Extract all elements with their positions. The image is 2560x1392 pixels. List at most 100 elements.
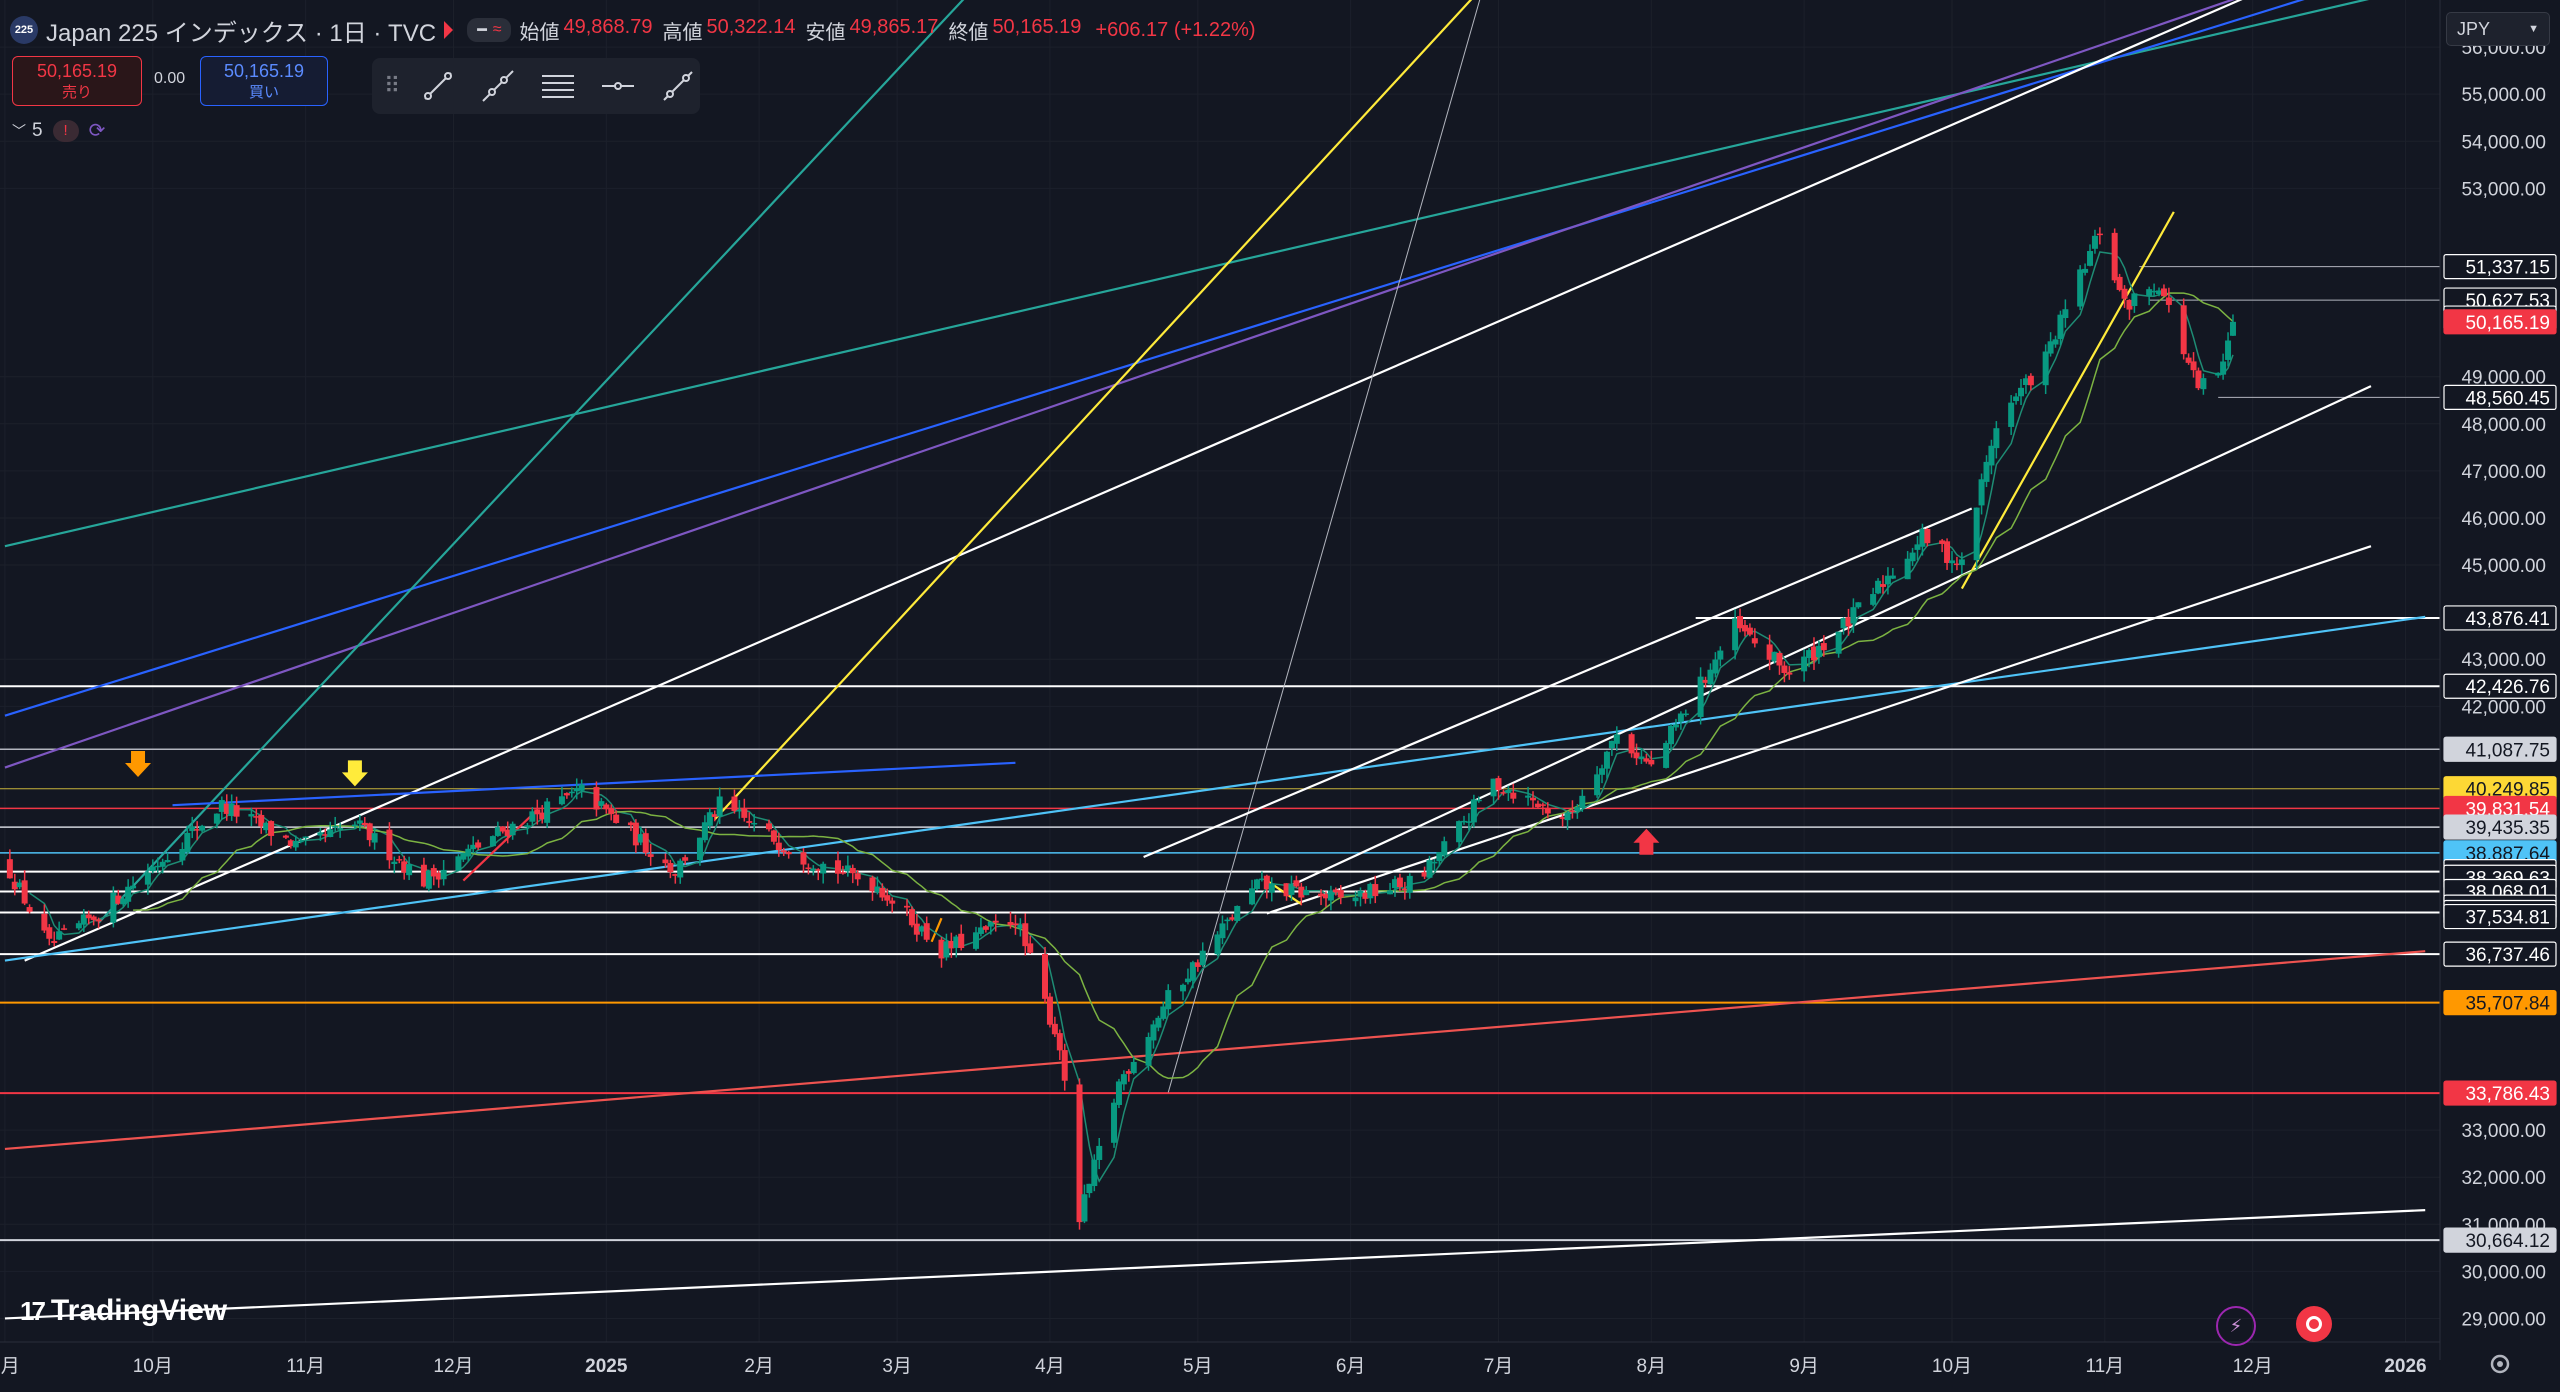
currency-select[interactable]: JPY ▼ [2446,12,2550,46]
candle-body [1076,1084,1083,1223]
buy-button[interactable]: 50,165.19 買い [200,56,328,106]
candle-body [1115,1081,1122,1105]
trend-line [4,950,2426,1151]
time-tick-label: 6月 [1336,1356,1366,1377]
candle-body [1253,879,1260,889]
time-axis[interactable]: 9月 10月 11月 12月 2025 2月 3月 4月 5月 6月 7月 8月 9月 10月 11月 12月… [0,1356,2427,1377]
candle-body [1574,807,1581,812]
candle-body [1953,563,1960,566]
candle-body [1648,759,1655,765]
time-tick-label: 8月 [1637,1356,1667,1377]
status-pill[interactable]: ━ ≈ [467,18,512,42]
candle-body [1766,644,1773,660]
price-label: 40,249.85 [2465,780,2550,801]
candle-body [263,822,270,831]
candle-body [494,827,501,836]
alert-icon[interactable]: ! [52,119,79,142]
trend-line [1143,507,1973,859]
candle-body [228,803,235,817]
candle-body [953,936,960,948]
candle-body [1608,740,1615,749]
lightning-button[interactable]: ⚡ [2216,1306,2256,1346]
candle-body [770,830,777,842]
candle-body [1051,1023,1058,1035]
tradingview-logo[interactable]: 17 TradingView [20,1294,227,1328]
candle-body [524,825,531,828]
candle-body [6,859,13,879]
candle-body [1318,893,1325,897]
candle-body [1017,924,1024,929]
candle-body [1145,1036,1152,1066]
horizontal-line-icon[interactable] [598,66,638,106]
buy-price: 50,165.19 [223,61,305,81]
price-change: +606.17 (+1.22%) [1095,18,1256,41]
candle-body [2077,269,2084,307]
candle-body [948,940,955,949]
candle-body [366,823,373,841]
record-button[interactable] [2296,1306,2332,1342]
ohlc-label: 終値 [948,21,989,44]
candle-body [815,869,822,871]
lightning-icon: ⚡ [2216,1306,2256,1346]
candle-body [1441,841,1448,856]
candle-body [371,833,378,843]
candle-body [2126,299,2133,310]
price-label: 48,560.45 [2465,388,2550,409]
symbol-badge[interactable]: 225 [10,16,38,44]
settings-gear-icon[interactable] [2490,1354,2510,1374]
price-axis[interactable]: 29,000.0030,000.0031,000.0032,000.0033,0… [2461,38,2546,1330]
sell-button[interactable]: 50,165.19 売り [12,56,142,106]
horizontal-lines [0,266,2440,1242]
candle-body [460,852,467,860]
candle-body [1091,1159,1098,1187]
candle-body [780,850,787,853]
candle-body [642,833,649,853]
price-tick-label: 55,000.00 [2461,85,2546,106]
candle-body [908,909,915,926]
candle-body [184,832,191,853]
candle-body [1904,558,1911,580]
candle-body [1391,879,1398,889]
trend-line [24,0,2243,962]
candle-body [1973,507,1980,561]
sync-icon[interactable]: ⟳ [88,120,106,142]
approx-icon: ≈ [492,21,502,38]
record-icon [2296,1306,2332,1342]
candle-body [1387,890,1394,895]
candle-body [568,791,575,794]
candle-body [677,860,684,878]
candle-body [879,887,886,898]
candle-body [1850,607,1857,624]
candle-body [396,859,403,861]
candle-body [834,860,841,874]
indicators-toggle[interactable]: ﹀ 5 [12,120,43,142]
candle-body [1288,883,1295,895]
drag-handle-icon[interactable]: ⠿ [384,73,401,98]
candle-body [711,814,718,817]
candle-body [913,923,920,935]
candle-body [2131,293,2138,307]
candle-body [475,842,482,848]
flag-icon[interactable] [444,21,454,39]
indicators-row: ﹀ 5 ! ⟳ [12,118,105,143]
candle-body [1525,795,1532,798]
symbol-title[interactable]: Japan 225 インデックス · 1日 · TVC [46,19,437,47]
currency-value: JPY [2457,18,2491,39]
candle-body [1741,625,1748,632]
candle-body [2151,290,2158,293]
candle-body [1372,884,1379,897]
price-label-box [2443,1080,2557,1106]
candle-body [1707,669,1714,685]
trend-line-icon[interactable] [418,66,458,106]
candle-body [1298,886,1305,898]
candle-body [1229,917,1236,920]
candle-body [199,825,206,831]
candle-body [2013,396,2020,402]
ray-icon[interactable] [478,66,518,106]
extended-line-icon[interactable] [658,66,698,106]
candle-body [2022,378,2029,385]
parallel-channel-icon[interactable] [538,66,578,106]
candle-body [903,905,910,908]
candle-body [1184,978,1191,983]
